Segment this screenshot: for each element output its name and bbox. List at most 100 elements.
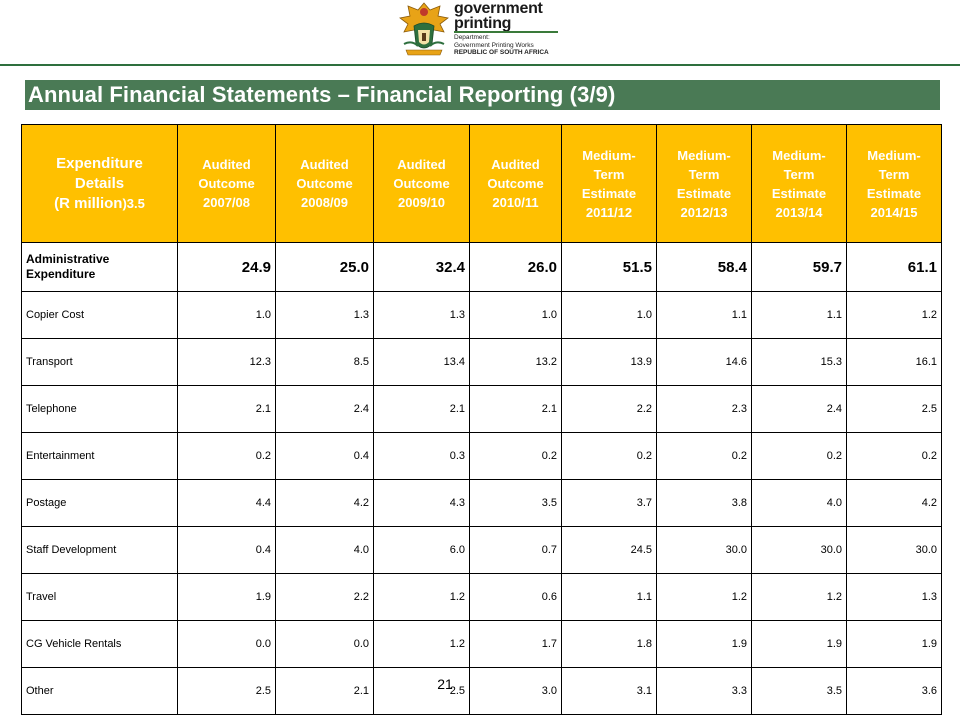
table-cell: 30.0 [656, 526, 752, 574]
header-audited-2010-11: Audited Outcome 2010/11 [469, 124, 562, 243]
table-cell: 1.1 [561, 573, 657, 621]
table-cell: 0.0 [177, 620, 276, 668]
table-cell: 0.2 [469, 432, 562, 480]
title-bar: Annual Financial Statements – Financial … [25, 80, 940, 110]
table-cell: 16.1 [846, 338, 942, 386]
table-cell: 1.2 [373, 620, 470, 668]
table-cell: 58.4 [656, 242, 752, 292]
table-cell: 3.5 [751, 667, 847, 715]
table-row-administrative-expenditure: Administrative Expenditure 24.9 25.0 32.… [21, 242, 942, 292]
table-cell: 0.0 [275, 620, 374, 668]
table-cell: 0.6 [469, 573, 562, 621]
table-cell: 30.0 [846, 526, 942, 574]
table-cell: 1.9 [177, 573, 276, 621]
table-cell: 1.1 [751, 291, 847, 339]
table-row: Copier Cost 1.0 1.3 1.3 1.0 1.0 1.1 1.1 … [21, 291, 942, 339]
table-cell: 13.2 [469, 338, 562, 386]
logo-dept-line2: Government Printing Works [454, 41, 534, 49]
table-cell: 4.2 [275, 479, 374, 527]
row-label: Transport [21, 338, 178, 386]
table-cell: 3.7 [561, 479, 657, 527]
row-label: Travel [21, 573, 178, 621]
table-cell: 2.2 [275, 573, 374, 621]
table-cell: 0.4 [177, 526, 276, 574]
table-cell: 1.9 [656, 620, 752, 668]
header-estimate-2011-12: Medium- Term Estimate 2011/12 [561, 124, 657, 243]
table-cell: 13.9 [561, 338, 657, 386]
table-cell: 0.2 [751, 432, 847, 480]
header-audited-2007-08: Audited Outcome 2007/08 [177, 124, 276, 243]
table-cell: 26.0 [469, 242, 562, 292]
table-cell: 0.4 [275, 432, 374, 480]
table-cell: 13.4 [373, 338, 470, 386]
table-cell: 24.5 [561, 526, 657, 574]
table-cell: 2.1 [373, 385, 470, 433]
table-cell: 4.4 [177, 479, 276, 527]
table-cell: 14.6 [656, 338, 752, 386]
row-label: Staff Development [21, 526, 178, 574]
table-row: Staff Development 0.4 4.0 6.0 0.7 24.5 3… [21, 526, 942, 574]
row-label: Copier Cost [21, 291, 178, 339]
table-cell: 0.2 [177, 432, 276, 480]
table-row: Transport 12.3 8.5 13.4 13.2 13.9 14.6 1… [21, 338, 942, 386]
row-label: Other [21, 667, 178, 715]
expenditure-table: Expenditure Details (R million)3.5 Audit… [21, 124, 942, 715]
table-cell: 15.3 [751, 338, 847, 386]
logo-dept-line3: REPUBLIC OF SOUTH AFRICA [454, 49, 549, 56]
table-cell: 32.4 [373, 242, 470, 292]
table-cell: 1.3 [373, 291, 470, 339]
table-cell: 51.5 [561, 242, 657, 292]
header-estimate-2014-15: Medium- Term Estimate 2014/15 [846, 124, 942, 243]
table-cell: 1.7 [469, 620, 562, 668]
header-expenditure-details: Expenditure Details (R million)3.5 [21, 124, 178, 243]
header-estimate-2013-14: Medium- Term Estimate 2013/14 [751, 124, 847, 243]
table-cell: 59.7 [751, 242, 847, 292]
government-printing-logo: government printing Department: Governme… [396, 0, 566, 62]
coat-of-arms-icon [399, 2, 449, 56]
header-audited-2009-10: Audited Outcome 2009/10 [373, 124, 470, 243]
logo-department-text: Department: Government Printing Works RE… [454, 34, 549, 57]
table-cell: 3.6 [846, 667, 942, 715]
table-cell: 1.0 [561, 291, 657, 339]
table-cell: 2.5 [373, 667, 470, 715]
table-cell: 1.8 [561, 620, 657, 668]
table-cell: 1.2 [656, 573, 752, 621]
row-label: CG Vehicle Rentals [21, 620, 178, 668]
table-cell: 2.5 [846, 385, 942, 433]
table-cell: 61.1 [846, 242, 942, 292]
table-cell: 1.1 [656, 291, 752, 339]
row-label: Postage [21, 479, 178, 527]
table-cell: 0.7 [469, 526, 562, 574]
logo-wordmark: government printing [454, 1, 543, 32]
table-cell: 0.2 [561, 432, 657, 480]
page-title: Annual Financial Statements – Financial … [28, 82, 616, 107]
logo-dept-line1: Department: [454, 34, 490, 41]
table-cell: 12.3 [177, 338, 276, 386]
table-cell: 0.3 [373, 432, 470, 480]
table-header-row: Expenditure Details (R million)3.5 Audit… [21, 124, 942, 243]
table-row: Telephone 2.1 2.4 2.1 2.1 2.2 2.3 2.4 2.… [21, 385, 942, 433]
row-label: Administrative Expenditure [21, 242, 178, 292]
table-cell: 30.0 [751, 526, 847, 574]
table-cell: 1.2 [846, 291, 942, 339]
row-label: Entertainment [21, 432, 178, 480]
table-cell: 2.5 [177, 667, 276, 715]
table-cell: 25.0 [275, 242, 374, 292]
table-cell: 24.9 [177, 242, 276, 292]
table-cell: 1.2 [751, 573, 847, 621]
table-cell: 1.0 [469, 291, 562, 339]
table-row: Postage 4.4 4.2 4.3 3.5 3.7 3.8 4.0 4.2 [21, 479, 942, 527]
table-cell: 8.5 [275, 338, 374, 386]
table-cell: 3.5 [469, 479, 562, 527]
table-cell: 1.3 [275, 291, 374, 339]
row-label: Telephone [21, 385, 178, 433]
table-cell: 4.3 [373, 479, 470, 527]
table-row: Other 2.5 2.1 2.5 3.0 3.1 3.3 3.5 3.6 [21, 667, 942, 715]
table-cell: 1.9 [846, 620, 942, 668]
header-rule [0, 64, 960, 66]
header-estimate-2012-13: Medium- Term Estimate 2012/13 [656, 124, 752, 243]
table-cell: 4.0 [751, 479, 847, 527]
table-cell: 1.0 [177, 291, 276, 339]
table-row: Entertainment 0.2 0.4 0.3 0.2 0.2 0.2 0.… [21, 432, 942, 480]
table-cell: 2.1 [177, 385, 276, 433]
